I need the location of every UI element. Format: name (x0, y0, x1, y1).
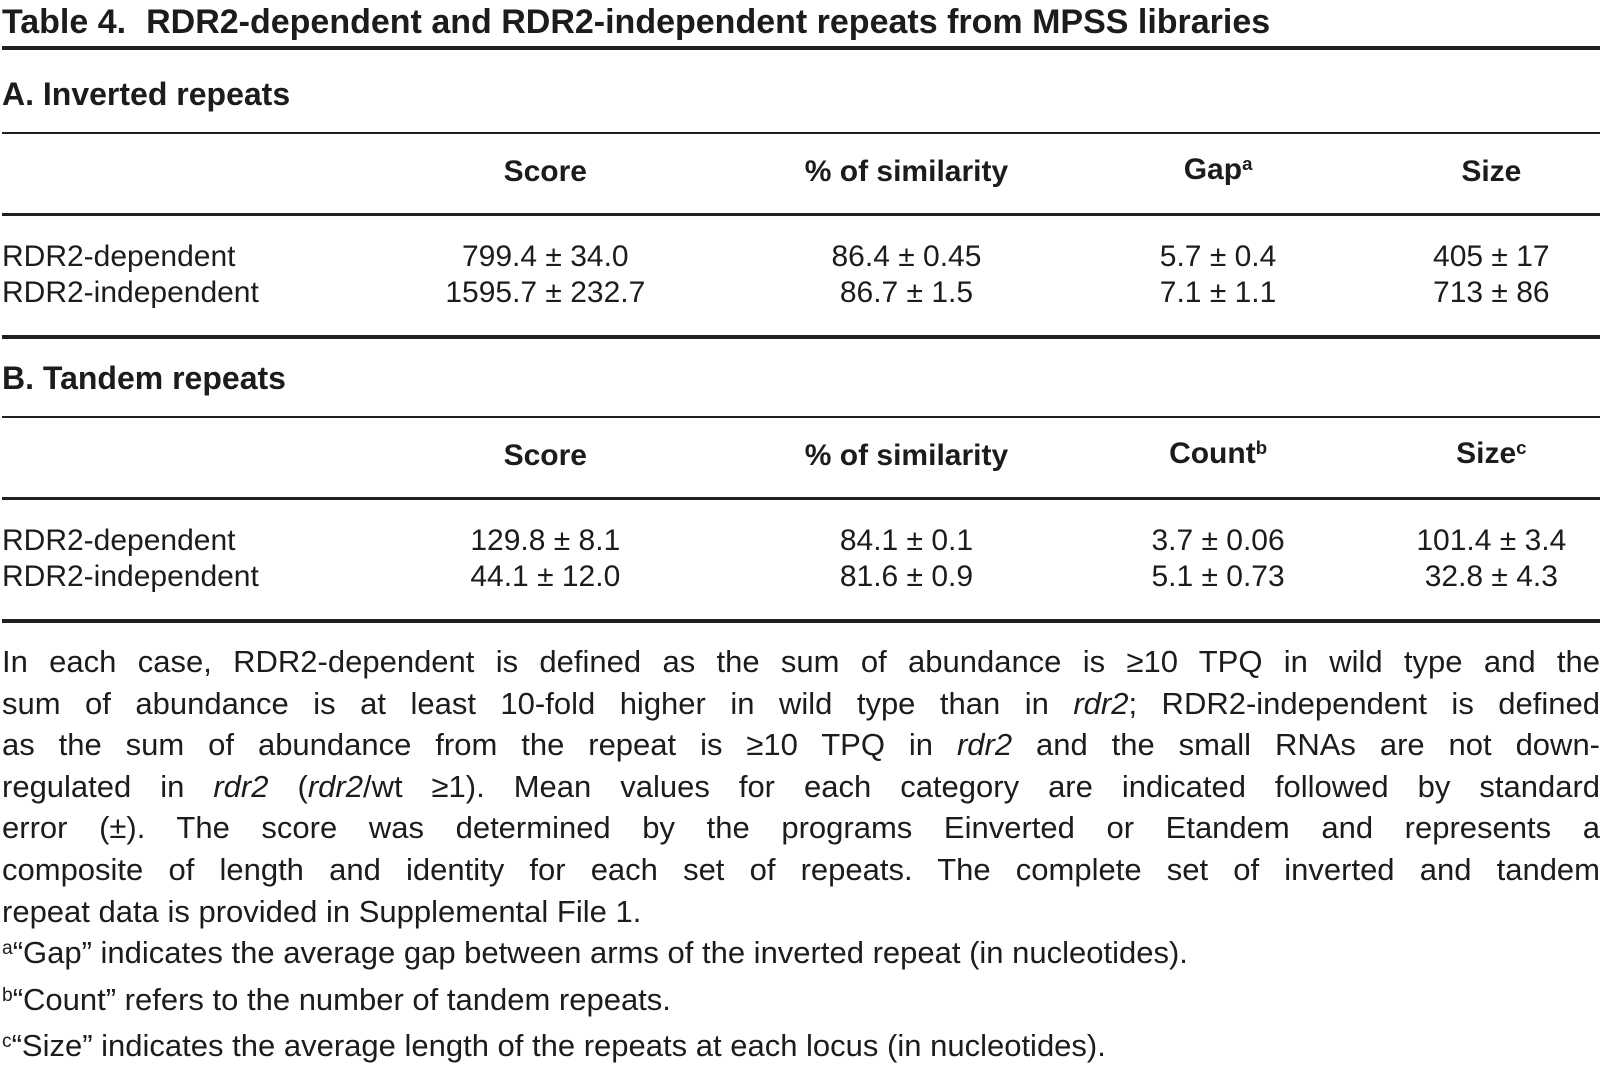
cell-size: 101.4 ± 3.4 (1416, 524, 1567, 557)
cell-similarity: 86.7 ± 1.5 (839, 276, 974, 309)
note-line: sum of abundance is at least 10-fold hig… (2, 685, 1600, 721)
column-header-gap: Gapa (1053, 133, 1383, 216)
cell-size: 405 ± 17 (1433, 240, 1550, 273)
row-label: RDR2-dependent (2, 240, 236, 273)
table-row: RDR2-independent 1595.7 ± 232.7 86.7 ± 1… (2, 275, 1600, 337)
header-row: Score % of similarity Countb Sizec (2, 417, 1600, 500)
cell-score: 129.8 ± 8.1 (470, 524, 621, 557)
footnote-c: c“Size” indicates the average length of … (2, 1028, 1106, 1064)
table-row: RDR2-dependent 799.4 ± 34.0 86.4 ± 0.45 … (2, 215, 1600, 276)
section-b-heading: B. Tandem repeats (2, 360, 286, 396)
column-header-similarity: % of similarity (759, 133, 1054, 216)
column-header-score: Score (331, 133, 760, 216)
note-line: In each case, RDR2-dependent is defined … (2, 644, 1600, 679)
cell-count: 5.1 ± 0.73 (1151, 560, 1285, 593)
row-label: RDR2-independent (2, 560, 259, 593)
cell-gap: 7.1 ± 1.1 (1159, 276, 1277, 309)
footnote-a: a“Gap” indicates the average gap between… (2, 935, 1188, 971)
table-row: RDR2-independent 44.1 ± 12.0 81.6 ± 0.9 … (2, 559, 1600, 621)
column-header-blank (2, 133, 332, 216)
row-label: RDR2-dependent (2, 524, 236, 557)
cell-score: 1595.7 ± 232.7 (445, 276, 646, 309)
column-header-count: Countb (1053, 417, 1383, 500)
inverted-repeats-table: Score % of similarity Gapa Size RDR2-dep… (2, 132, 1600, 339)
header-row: Score % of similarity Gapa Size (2, 133, 1600, 216)
note-line: repeat data is provided in Supplemental … (2, 893, 642, 929)
cell-score: 44.1 ± 12.0 (470, 560, 621, 593)
column-header-similarity: % of similarity (759, 417, 1054, 500)
cell-similarity: 81.6 ± 0.9 (839, 560, 974, 593)
tandem-repeats-table: Score % of similarity Countb Sizec RDR2-… (2, 416, 1600, 623)
column-header-score: Score (331, 417, 760, 500)
cell-score: 799.4 ± 34.0 (462, 240, 629, 273)
note-line: regulated in rdr2 (rdr2/wt ≥1). Mean val… (2, 768, 1601, 804)
table-row: RDR2-dependent 129.8 ± 8.1 84.1 ± 0.1 3.… (2, 499, 1600, 560)
cell-gap: 5.7 ± 0.4 (1159, 240, 1277, 273)
section-a-heading: A. Inverted repeats (2, 76, 291, 112)
column-header-size: Sizec (1382, 417, 1600, 500)
cell-size: 713 ± 86 (1433, 276, 1550, 309)
table-notes: In each case, RDR2-dependent is defined … (2, 641, 1600, 1072)
cell-size: 32.8 ± 4.3 (1424, 560, 1558, 593)
note-line: composite of length and identity for eac… (2, 851, 1600, 887)
column-header-blank (2, 417, 332, 500)
footnote-b: b“Count” refers to the number of tandem … (2, 981, 671, 1017)
table-title-text: RDR2-dependent and RDR2-independent repe… (146, 3, 1271, 41)
note-line: error (±). The score was determined by t… (2, 810, 1600, 846)
column-header-size: Size (1382, 133, 1600, 216)
cell-similarity: 86.4 ± 0.45 (831, 240, 982, 273)
row-label: RDR2-independent (2, 276, 259, 309)
cell-count: 3.7 ± 0.06 (1151, 524, 1285, 557)
table-number-label: Table 4. (2, 3, 127, 41)
note-line: as the sum of abundance from the repeat … (2, 727, 1601, 763)
cell-similarity: 84.1 ± 0.1 (839, 524, 974, 557)
table-title: Table 4. RDR2-dependent and RDR2-independ… (2, 2, 1600, 50)
